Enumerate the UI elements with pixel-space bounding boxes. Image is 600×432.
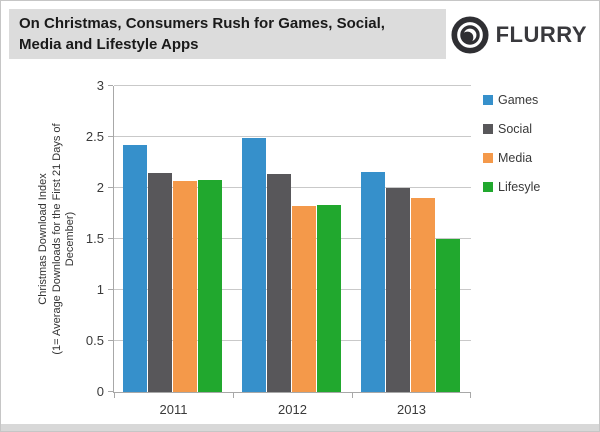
legend-item-games: Games <box>483 92 540 107</box>
legend-item-lifesyle: Lifesyle <box>483 179 541 194</box>
chart-title-line2: Media and Lifestyle Apps <box>19 36 199 53</box>
bar-lifesyle-2011 <box>198 179 223 392</box>
bar-media-2013 <box>411 198 436 392</box>
bar-group-2013 <box>352 86 471 392</box>
bar-lifesyle-2012 <box>317 205 342 392</box>
legend-label: Social <box>498 121 533 136</box>
y-axis-title-line1: Christmas Download Index <box>37 173 49 305</box>
bar-games-2011 <box>123 145 148 392</box>
chart-title-line1: On Christmas, Consumers Rush for Games, … <box>19 15 385 32</box>
bar-games-2013 <box>361 171 386 392</box>
y-axis-tick <box>108 340 113 341</box>
y-axis-title-line2: (1= Average Downloads for the First 21 D… <box>50 123 63 355</box>
legend-swatch-social <box>483 123 493 134</box>
y-axis-tick <box>108 85 113 86</box>
y-axis-tick-label: 3 <box>96 78 104 93</box>
legend-swatch-lifesyle <box>483 181 493 192</box>
x-axis-tick <box>352 393 353 398</box>
bar-group-2012 <box>233 86 352 392</box>
y-axis-tick-label: 2 <box>96 179 104 195</box>
x-axis-label: 2012 <box>278 402 307 417</box>
legend-label: Lifesyle <box>498 179 541 194</box>
bar-social-2011 <box>148 172 173 392</box>
gridline <box>114 186 471 188</box>
x-axis-tick <box>233 393 234 398</box>
y-axis-tick-label: 0.5 <box>85 333 104 348</box>
y-axis-tick <box>108 288 113 290</box>
bar-media-2012 <box>292 206 317 392</box>
legend-swatch-media <box>483 152 493 163</box>
legend-item-social: Social <box>483 121 540 136</box>
legend-item-media: Media <box>483 150 540 165</box>
x-axis-tick <box>470 393 471 398</box>
chart-title: On Christmas, Consumers Rush for Games, … <box>9 9 446 59</box>
y-axis-tick-label: 0 <box>96 384 104 399</box>
y-axis-tick <box>108 238 113 239</box>
y-axis-tick-label: 1.5 <box>85 231 104 246</box>
legend-label: Media <box>498 150 533 165</box>
flurry-logo-text: FLURRY <box>495 22 587 47</box>
x-axis-label: 2013 <box>397 402 426 417</box>
bar-social-2013 <box>386 188 411 392</box>
bar-social-2012 <box>267 173 292 392</box>
bottom-strip <box>1 424 599 431</box>
bar-games-2012 <box>242 138 267 392</box>
plot-area: 3 2.5 2 1.5 1 0.5 0 2011 2012 2013 <box>86 78 471 417</box>
legend-label: Games <box>498 92 539 107</box>
bar-group-2011 <box>114 86 233 392</box>
gridline <box>114 135 471 137</box>
bar-media-2011 <box>173 180 198 392</box>
y-axis-tick-label: 1 <box>96 281 104 297</box>
y-axis-tick <box>108 186 113 188</box>
gridline <box>114 85 471 86</box>
y-axis-tick <box>108 135 113 137</box>
legend: Games Social Media Lifesyle <box>483 93 540 209</box>
bar-lifesyle-2013 <box>436 239 461 392</box>
x-axis-label: 2011 <box>159 402 188 417</box>
legend-swatch-games <box>483 94 493 105</box>
flurry-logo-icon <box>451 16 489 54</box>
y-axis-tick <box>108 391 113 392</box>
x-axis-tick <box>114 393 115 398</box>
y-axis-tick-label: 2.5 <box>85 128 104 144</box>
flurry-logo: FLURRY <box>451 16 587 54</box>
